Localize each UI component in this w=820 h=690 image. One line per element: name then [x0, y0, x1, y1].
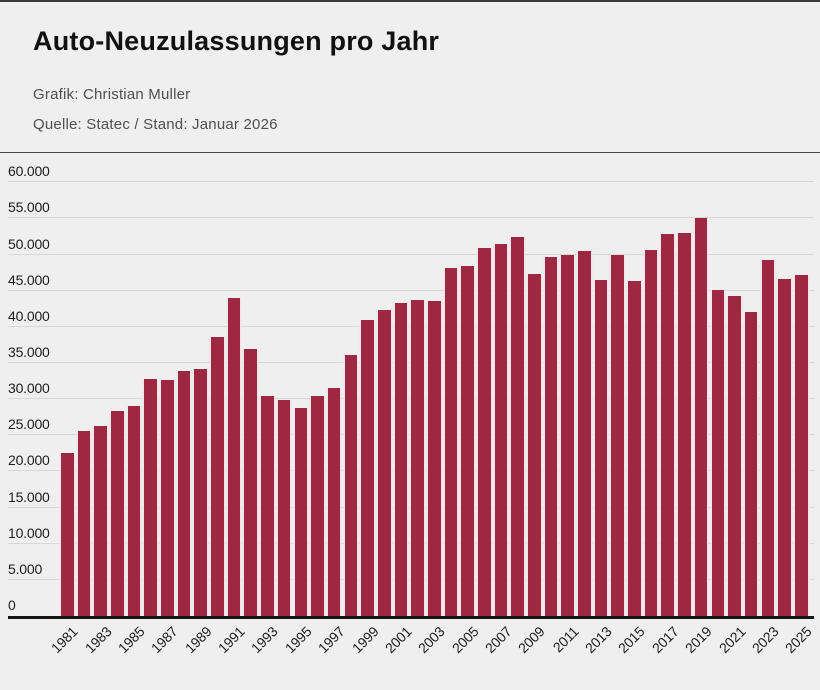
gridline-15.000	[8, 506, 814, 508]
y-tick-label-5.000: 5.000	[8, 560, 43, 577]
plot-top-rule	[0, 152, 820, 153]
gridline-30.000	[8, 398, 814, 400]
gridline-50.000	[8, 253, 814, 255]
bar-1995	[294, 407, 308, 616]
y-tick-label-25.000: 25.000	[8, 416, 50, 433]
bar-2022	[744, 312, 758, 616]
bar-2006	[478, 248, 491, 616]
bar-2000	[377, 309, 391, 616]
bar-2025	[794, 274, 808, 616]
bar-2004	[444, 268, 458, 616]
bar-chart-plot-area: 0 5.000 10.000 15.000 20.000 25.000 30.000 35.0…	[0, 153, 820, 619]
gridline-60.000	[8, 181, 814, 183]
y-tick-label-0: 0	[8, 597, 16, 613]
y-tick-label-30.000: 30.000	[8, 380, 50, 397]
bar-2018	[678, 232, 691, 616]
chart-title: Auto-Neuzulassungen pro Jahr	[33, 26, 440, 56]
bar-2024	[778, 278, 791, 616]
gridline-10.000	[8, 542, 814, 544]
bar-2003	[427, 300, 441, 616]
y-tick-label-55.000: 55.000	[8, 199, 50, 216]
bar-2007	[494, 244, 508, 616]
bar-1994	[277, 399, 291, 616]
bar-2013	[594, 279, 608, 616]
gridline-25.000	[8, 434, 814, 436]
bar-1996	[311, 395, 324, 616]
bar-2008	[511, 236, 524, 616]
chart-source: Quelle: Statec / Stand: Januar 2026	[33, 116, 278, 133]
y-tick-label-60.000: 60.000	[8, 163, 50, 180]
bar-1988	[177, 370, 191, 616]
bar-1989	[194, 368, 208, 616]
bar-1982	[77, 430, 91, 616]
y-tick-label-40.000: 40.000	[8, 307, 50, 324]
bar-2015	[628, 280, 641, 616]
gridline-5.000	[8, 578, 814, 580]
bar-1992	[244, 348, 258, 616]
y-tick-label-35.000: 35.000	[8, 344, 50, 361]
bar-2011	[561, 255, 574, 616]
bar-1998	[344, 354, 358, 616]
bar-2019	[694, 218, 708, 616]
y-tick-label-15.000: 15.000	[8, 488, 50, 505]
gridline-20.000	[8, 470, 814, 472]
y-tick-label-20.000: 20.000	[8, 452, 50, 469]
bar-1985	[127, 406, 141, 616]
bar-2016	[644, 249, 658, 616]
gridline-55.000	[8, 217, 814, 219]
bar-2005	[461, 265, 474, 616]
bar-2012	[578, 251, 591, 616]
bar-2002	[411, 300, 424, 616]
y-tick-label-45.000: 45.000	[8, 271, 50, 288]
x-axis-labels: 1981 1983 1985 1987 1989 1991 1993 1995 1997 1999…	[0, 619, 820, 689]
bar-1983	[94, 426, 107, 616]
bar-2001	[394, 303, 408, 616]
chart-credit: Grafik: Christian Muller	[33, 86, 191, 103]
bar-2010	[544, 257, 558, 616]
bar-1981	[61, 453, 74, 616]
bar-1987	[161, 380, 174, 616]
gridline-35.000	[8, 362, 814, 364]
bar-2023	[761, 260, 775, 616]
x-axis-line	[8, 616, 814, 619]
bar-1993	[261, 395, 274, 616]
bar-1997	[327, 387, 341, 616]
bar-2020	[711, 290, 725, 616]
bar-1990	[211, 337, 224, 616]
bar-2021	[728, 295, 741, 616]
y-tick-label-50.000: 50.000	[8, 235, 50, 252]
bar-2009	[528, 274, 541, 616]
bar-1991	[227, 297, 241, 616]
y-tick-label-10.000: 10.000	[8, 524, 50, 541]
top-border	[0, 0, 820, 2]
bar-1984	[111, 411, 124, 616]
bar-1999	[361, 320, 374, 616]
bar-2017	[661, 234, 675, 616]
gridline-45.000	[8, 289, 814, 291]
gridline-40.000	[8, 325, 814, 327]
bar-1986	[144, 378, 157, 616]
bar-2014	[611, 255, 625, 616]
